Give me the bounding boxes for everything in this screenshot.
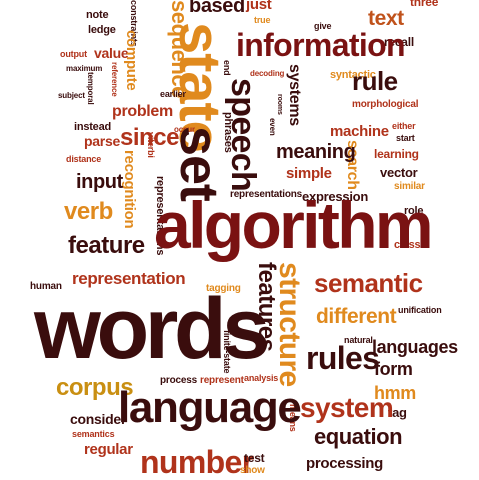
word-meaning: meaning	[276, 141, 356, 163]
word-class: class	[394, 239, 421, 251]
word-rules: rules	[306, 340, 380, 376]
word-recognition: recognition	[121, 150, 138, 229]
word-algorithm: algorithm	[154, 188, 434, 262]
word-occur: occur	[174, 125, 195, 134]
word-tagging: tagging	[206, 283, 241, 294]
word-compute: compute	[123, 30, 140, 91]
word-vector: vector	[380, 165, 418, 180]
word-maximum: maximum	[66, 64, 103, 73]
word-viterbi: viterbi	[146, 132, 156, 158]
word-morphological: morphological	[352, 99, 419, 110]
word-tag: tag	[388, 405, 407, 420]
word-syntactic: syntactic	[330, 69, 376, 81]
word-similar: similar	[394, 181, 425, 192]
word-test: test	[244, 451, 265, 465]
word-either: either	[392, 121, 416, 131]
word-machine: machine	[330, 123, 389, 140]
word-learning: learning	[374, 147, 419, 161]
word-regular: regular	[84, 441, 133, 458]
word-simple: simple	[286, 165, 332, 182]
word-just: just	[246, 0, 272, 13]
word-corpus: corpus	[56, 374, 134, 401]
word-give: give	[314, 21, 332, 31]
word-input: input	[76, 171, 123, 193]
word-ledge: ledge	[88, 24, 116, 36]
word-three: three	[410, 0, 439, 9]
word-verb: verb	[64, 198, 113, 225]
word-end: end	[222, 60, 232, 76]
word-feature: feature	[68, 232, 145, 259]
word-different: different	[316, 305, 397, 328]
word-processing: processing	[306, 455, 384, 472]
word-representation: representation	[72, 269, 186, 288]
word-text: text	[368, 7, 404, 30]
word-structure: structure	[273, 262, 306, 387]
word-value: value	[94, 45, 129, 61]
word-role: role	[404, 205, 424, 217]
word-problem: problem	[112, 103, 173, 120]
word-distance: distance	[66, 154, 102, 164]
word-expression: expression	[302, 189, 369, 204]
word-semantics: semantics	[72, 429, 115, 439]
word-recall: recall	[384, 35, 414, 49]
word-rooms: rooms	[276, 94, 283, 115]
word-languages: languages	[372, 337, 458, 357]
word-subject: subject	[58, 91, 85, 100]
word-representations: representations	[230, 189, 303, 200]
word-instead: instead	[74, 121, 111, 133]
word-systems: systems	[286, 64, 303, 126]
word-form: form	[374, 359, 413, 379]
word-finite-state: finite-state	[222, 330, 232, 374]
word-human: human	[30, 281, 62, 292]
word-language: language	[118, 383, 302, 432]
word-start: start	[396, 133, 415, 143]
word-parse: parse	[84, 133, 120, 149]
word-based: based	[189, 0, 245, 17]
word-consider: consider	[70, 411, 127, 427]
word-represent: represent	[200, 375, 244, 386]
word-system: system	[300, 392, 394, 423]
word-number: number	[140, 444, 254, 480]
word-earlier: earlier	[160, 89, 186, 99]
word-rule: rule	[352, 66, 398, 96]
word-general: reference	[110, 62, 119, 97]
word-information: information	[236, 27, 406, 63]
word-hmm: hmm	[374, 383, 416, 403]
word-semantic: semantic	[314, 268, 423, 298]
word-process: process	[160, 375, 197, 386]
word-equation: equation	[314, 424, 403, 449]
word-reference: temporal	[86, 72, 95, 105]
word-decoding: decoding	[250, 69, 285, 78]
word-words: words	[34, 281, 270, 377]
word-output: output	[60, 49, 87, 59]
word-even: even	[268, 118, 277, 136]
word-since: since	[120, 124, 179, 151]
word-true: true	[254, 15, 271, 25]
word-unification: unification	[398, 305, 442, 315]
word-natural: natural	[344, 335, 373, 345]
word-note: note	[86, 9, 109, 21]
word-show: show	[240, 465, 265, 476]
word-analysis: analysis	[244, 373, 279, 383]
